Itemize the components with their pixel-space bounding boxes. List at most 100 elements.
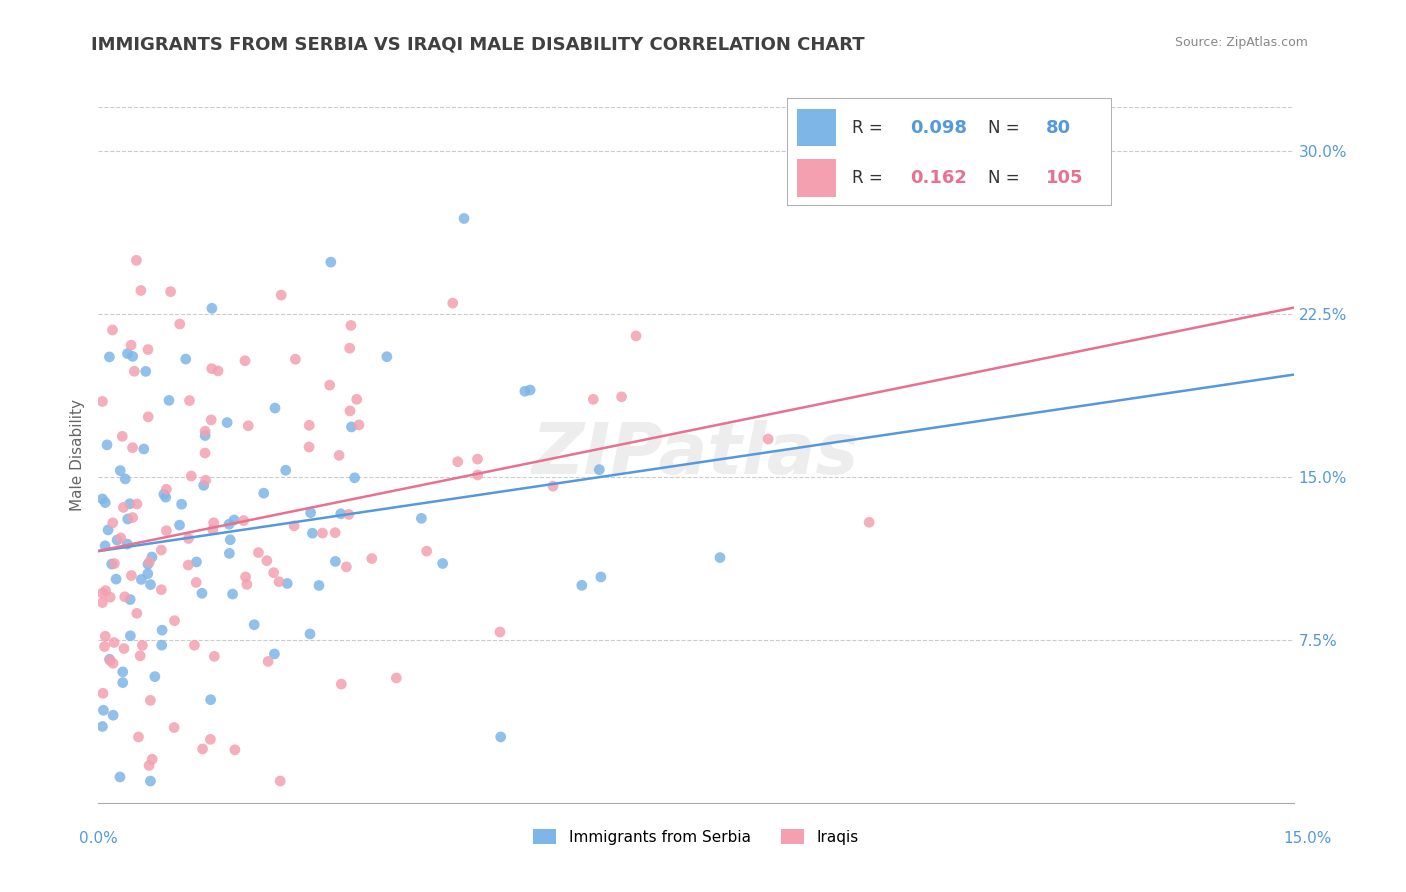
- Point: [375, 350, 398, 364]
- Point: [186, 575, 208, 590]
- Point: [110, 531, 132, 545]
- Point: [756, 432, 779, 446]
- Point: [201, 301, 224, 316]
- Point: [235, 570, 257, 584]
- Point: [347, 417, 370, 432]
- Point: [236, 577, 259, 591]
- Point: [105, 572, 128, 586]
- Point: [256, 554, 278, 568]
- Point: [121, 510, 143, 524]
- Point: [194, 473, 217, 487]
- Point: [177, 532, 200, 546]
- Point: [346, 392, 368, 407]
- Point: [183, 638, 205, 652]
- Point: [200, 413, 222, 427]
- Point: [201, 523, 224, 537]
- Point: [329, 507, 352, 521]
- Point: [100, 557, 122, 571]
- Point: [120, 568, 142, 582]
- Point: [139, 774, 162, 789]
- Point: [131, 638, 153, 652]
- Point: [335, 559, 357, 574]
- Point: [94, 539, 117, 553]
- Point: [136, 566, 159, 581]
- Point: [200, 732, 222, 747]
- Point: [131, 573, 153, 587]
- Point: [202, 649, 225, 664]
- Point: [221, 587, 243, 601]
- Point: [218, 546, 240, 560]
- Point: [136, 558, 159, 572]
- Point: [91, 394, 114, 409]
- Point: [120, 338, 142, 352]
- Point: [301, 526, 323, 541]
- Point: [153, 487, 176, 501]
- Point: [169, 317, 191, 331]
- Point: [217, 416, 239, 430]
- Point: [136, 409, 159, 424]
- Point: [219, 533, 242, 547]
- Point: [163, 721, 186, 735]
- Point: [571, 578, 593, 592]
- Point: [269, 774, 291, 789]
- Point: [177, 558, 200, 573]
- Point: [238, 418, 260, 433]
- Point: [91, 595, 114, 609]
- Point: [125, 607, 148, 621]
- Point: [117, 346, 139, 360]
- Point: [589, 570, 612, 584]
- Point: [340, 318, 363, 333]
- Point: [264, 401, 287, 415]
- Point: [298, 627, 321, 641]
- Text: 0.162: 0.162: [910, 169, 967, 187]
- Point: [194, 424, 217, 438]
- Point: [129, 648, 152, 663]
- Point: [339, 341, 361, 355]
- Text: R =: R =: [852, 120, 889, 137]
- Point: [519, 383, 541, 397]
- Point: [135, 364, 157, 378]
- Point: [247, 545, 270, 559]
- Point: [115, 537, 138, 551]
- Point: [97, 523, 120, 537]
- Point: [141, 752, 163, 766]
- Point: [103, 635, 125, 649]
- Point: [467, 467, 489, 482]
- Point: [169, 518, 191, 533]
- Y-axis label: Male Disability: Male Disability: [69, 399, 84, 511]
- Point: [432, 557, 454, 571]
- Point: [150, 623, 173, 637]
- Point: [283, 518, 305, 533]
- Point: [136, 343, 159, 357]
- Point: [284, 352, 307, 367]
- Point: [243, 617, 266, 632]
- Point: [339, 404, 361, 418]
- Point: [121, 441, 143, 455]
- Point: [111, 665, 134, 679]
- Point: [101, 657, 124, 671]
- Text: 80: 80: [1046, 120, 1071, 137]
- Point: [325, 554, 347, 568]
- Point: [340, 420, 363, 434]
- Point: [155, 483, 177, 497]
- Point: [467, 452, 489, 467]
- Point: [121, 350, 143, 364]
- Legend: Immigrants from Serbia, Iraqis: Immigrants from Serbia, Iraqis: [527, 822, 865, 851]
- Text: 15.0%: 15.0%: [1284, 831, 1331, 846]
- Point: [298, 440, 321, 454]
- Point: [624, 329, 647, 343]
- Point: [328, 449, 350, 463]
- Text: ZIPatlas: ZIPatlas: [533, 420, 859, 490]
- Point: [94, 629, 117, 643]
- Point: [98, 653, 121, 667]
- Point: [138, 758, 160, 772]
- Point: [186, 555, 208, 569]
- Point: [610, 390, 633, 404]
- Point: [323, 525, 346, 540]
- Point: [274, 463, 297, 477]
- Point: [298, 418, 321, 433]
- Point: [343, 471, 366, 485]
- Point: [105, 533, 128, 547]
- Point: [111, 675, 134, 690]
- Point: [103, 557, 125, 571]
